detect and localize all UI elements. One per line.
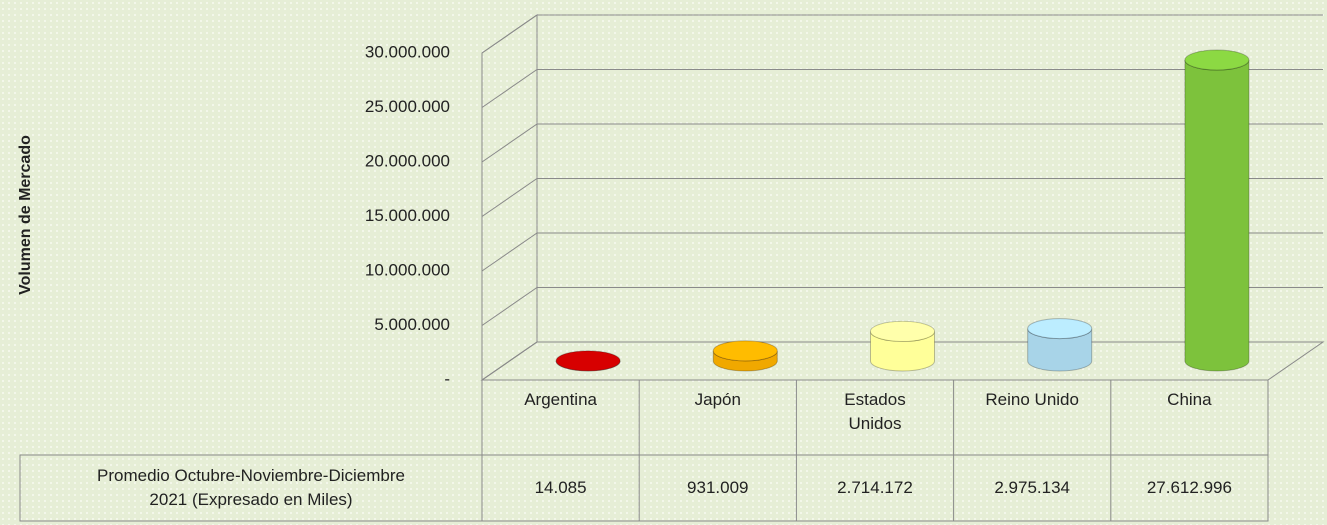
value-label: 931.009 (687, 478, 749, 497)
grid-line (481, 123, 1323, 163)
x-tick-label: Japón (694, 390, 741, 409)
grid-line (481, 287, 1323, 326)
grid-line (481, 232, 1323, 272)
bar-top (870, 320, 935, 342)
value-label: 27.612.996 (1146, 478, 1232, 497)
grid-line (481, 69, 1323, 108)
value-label: 2.714.172 (837, 478, 913, 497)
bar-top (712, 340, 778, 362)
x-tick-label: Estados Unidos (844, 390, 906, 433)
x-tick-label: Argentina (524, 390, 597, 409)
y-tick-label: 5.000.000 (374, 315, 450, 334)
value-label: 2.975.134 (994, 478, 1070, 497)
bar (1184, 59, 1250, 372)
y-tick-label: 30.000.000 (365, 42, 450, 61)
grid-line (481, 178, 1323, 217)
x-tick-label: China (1167, 390, 1212, 409)
series-name: Promedio Octubre-Noviembre-Diciembre 202… (97, 466, 405, 509)
x-tick-label: Reino Unido (985, 390, 1079, 409)
y-tick-label: 25.000.000 (365, 97, 450, 116)
y-tick-label: 15.000.000 (365, 206, 450, 225)
bar-top (555, 350, 621, 372)
value-label: 14.085 (534, 478, 587, 497)
y-tick-label: 10.000.000 (365, 260, 450, 279)
bar-top (1027, 318, 1093, 340)
y-tick-label: - (444, 369, 450, 388)
grid-line (481, 14, 1323, 54)
bar-top (1184, 49, 1250, 71)
y-axis-label: Volumen de Mercado (17, 135, 34, 295)
y-tick-label: 20.000.000 (365, 151, 450, 170)
table-border (19, 454, 1269, 522)
